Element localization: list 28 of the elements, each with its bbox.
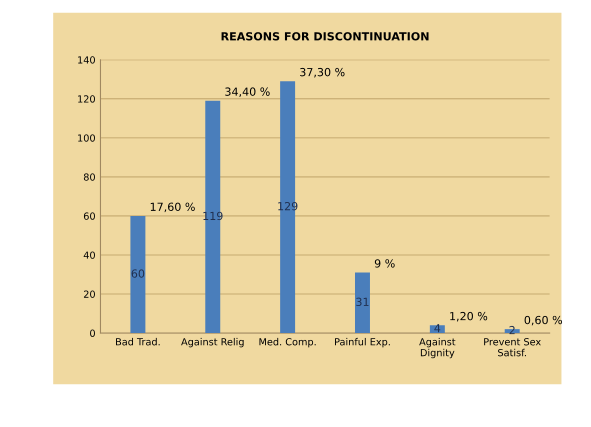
x-tick-label: Bad Trad. xyxy=(116,338,160,346)
bar xyxy=(354,272,370,334)
data-label: 60 xyxy=(132,269,144,278)
y-tick-label: 40 xyxy=(84,251,95,259)
bar xyxy=(280,81,296,334)
x-tick-label: Against Dignity xyxy=(419,338,456,358)
annotation: 0,60 % xyxy=(524,316,562,326)
x-tick-label: Med. Comp. xyxy=(259,338,316,348)
annotation: 17,60 % xyxy=(150,202,195,212)
chart-title: REASONS FOR DISCONTINUATION xyxy=(222,32,429,40)
annotation: 1,20 % xyxy=(450,312,488,322)
y-tick-label: 60 xyxy=(84,212,95,220)
y-tick-label: 120 xyxy=(78,95,95,103)
annotation: 37,30 % xyxy=(300,68,345,78)
y-tick-label: 140 xyxy=(78,56,95,64)
annotation: 9 % xyxy=(374,259,395,268)
y-tick-label: 100 xyxy=(78,134,95,142)
data-label: 31 xyxy=(356,298,369,306)
bar xyxy=(205,100,220,334)
annotation: 34,40 % xyxy=(225,87,270,97)
x-tick-label: Painful Exp. xyxy=(335,338,390,348)
y-tick-label: 20 xyxy=(84,290,95,298)
data-label: 4 xyxy=(434,324,440,332)
x-tick-label: Against Relig xyxy=(181,338,244,348)
y-tick-label: 0 xyxy=(90,330,95,337)
x-tick-label: Prevent Sex Satisf. xyxy=(484,338,541,356)
y-tick-label: 80 xyxy=(84,173,95,181)
bar xyxy=(130,216,146,334)
